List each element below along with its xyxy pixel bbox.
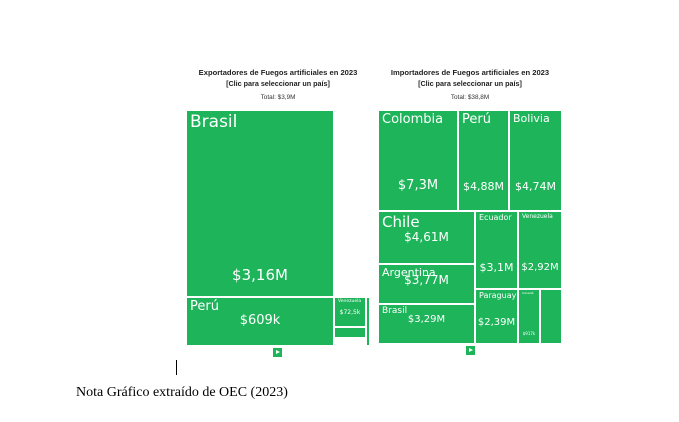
tile-name: Brasil	[382, 306, 408, 316]
tile-name: Brasil	[190, 112, 238, 132]
tile-value: $4,88M	[463, 180, 504, 193]
tile-name: Ecuador	[479, 213, 512, 222]
treemap-tile-peru[interactable]: Perú $609k	[186, 297, 334, 346]
treemap-tile-brasil[interactable]: Brasil $3,16M	[186, 110, 334, 297]
tile-value: $3,29M	[407, 314, 446, 325]
chart-total: Total: $38,8M	[450, 94, 490, 101]
treemap-tile-venezuela[interactable]: Venezuela $2,92M	[518, 211, 562, 289]
exporters-treemap[interactable]: Brasil $3,16M Perú $609k Venezuela $72,5k	[186, 110, 370, 346]
treemap-tile-bolivia[interactable]: Bolivia $4,74M	[509, 110, 562, 211]
figure-caption: Nota Gráfico extraído de OEC (2023)	[76, 385, 288, 400]
tile-value: $3,16M	[232, 266, 288, 284]
tile-name: Paraguay	[479, 291, 517, 300]
treemap-tile[interactable]	[366, 297, 370, 346]
treemap-tile[interactable]	[334, 327, 366, 338]
tile-name: Perú	[190, 299, 219, 314]
tile-value: $917k	[522, 331, 536, 336]
tile-name: Canadá	[522, 291, 534, 295]
tile-name: Chile	[382, 213, 420, 231]
importers-panel: Importadores de Fuegos artificiales en 2…	[376, 68, 564, 103]
treemap-tile-canada[interactable]: Canadá $917k	[518, 289, 540, 344]
tile-name: Bolivia	[513, 112, 550, 125]
play-icon[interactable]	[273, 348, 282, 357]
treemap-tile-ecuador[interactable]: Ecuador $3,1M	[475, 211, 518, 289]
tile-value: $609k	[239, 313, 281, 328]
treemap-tile-colombia[interactable]: Colombia $7,3M	[378, 110, 458, 211]
treemap-tile-peru[interactable]: Perú $4,88M	[458, 110, 509, 211]
chart-total: Total: $3,9M	[260, 94, 296, 101]
treemap-tile-brasil[interactable]: Brasil $3,29M	[378, 304, 475, 344]
chart-subtitle: [Clic para seleccionar un país]	[418, 79, 522, 88]
play-icon[interactable]	[466, 346, 475, 355]
tile-name: Venezuela	[522, 213, 553, 220]
tile-value: $72,5k	[339, 309, 361, 316]
treemap-tile-argentina[interactable]: Argentina $3,77M	[378, 264, 475, 304]
tile-value: $4,61M	[404, 230, 449, 244]
tile-name: Perú	[462, 112, 491, 127]
exporters-panel: Exportadores de Fuegos artificiales en 2…	[184, 68, 372, 103]
chart-subtitle: [Clic para seleccionar un país]	[226, 79, 330, 88]
chart-title: Exportadores de Fuegos artificiales en 2…	[198, 68, 358, 77]
tile-value: $4,74M	[515, 180, 556, 193]
tile-name: Venezuela	[338, 299, 362, 304]
tile-name: Argentina	[382, 266, 436, 279]
tile-name: Colombia	[382, 112, 444, 127]
treemap-tile-venezuela[interactable]: Venezuela $72,5k	[334, 297, 366, 327]
treemap-tile[interactable]	[540, 289, 562, 344]
tile-value: $3,77M	[404, 273, 449, 287]
treemap-tile-paraguay[interactable]: Paraguay $2,39M	[475, 289, 518, 344]
text-cursor	[176, 360, 177, 375]
tile-value: $2,39M	[477, 317, 516, 328]
tile-value: $7,3M	[397, 178, 439, 193]
tile-value: $3,1M	[479, 261, 514, 274]
treemap-tile-chile[interactable]: Chile $4,61M	[378, 211, 475, 264]
tile-value: $2,92M	[521, 262, 559, 273]
chart-title: Importadores de Fuegos artificiales en 2…	[390, 68, 550, 77]
importers-treemap[interactable]: Colombia $7,3M Perú $4,88M Bolivia $4,74M Chil…	[378, 110, 562, 344]
